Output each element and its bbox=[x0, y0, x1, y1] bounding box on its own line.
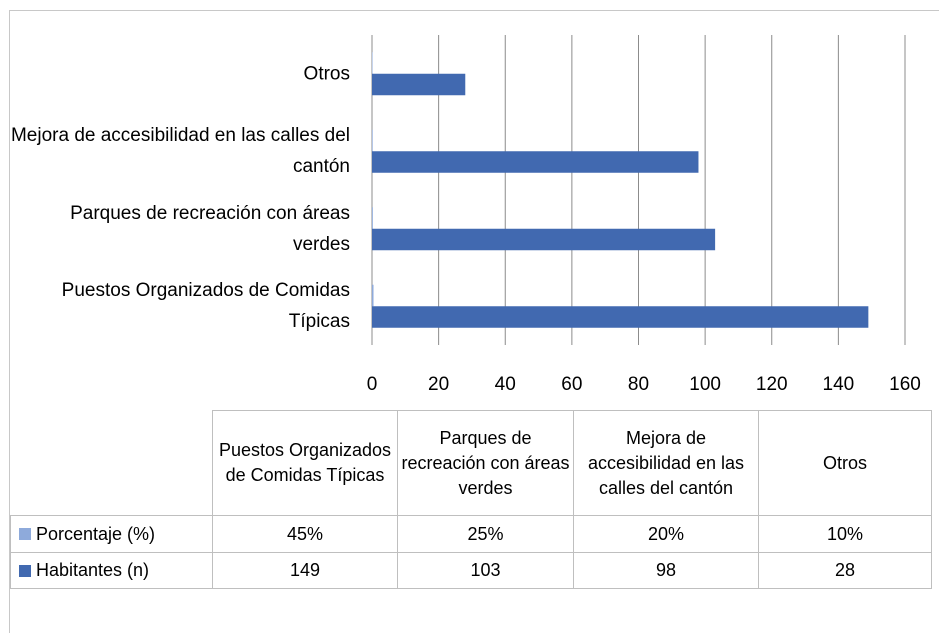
bar bbox=[372, 129, 373, 152]
x-tick-label: 60 bbox=[561, 374, 582, 395]
table-header: Parques de recreación con áreas verdes bbox=[397, 410, 574, 516]
chart-frame bbox=[9, 10, 939, 633]
table-cell: 20% bbox=[573, 515, 759, 553]
legend-label: Porcentaje (%) bbox=[36, 523, 156, 544]
legend-key bbox=[19, 528, 31, 540]
y-tick-label: Parques de recreación con áreas verdes bbox=[70, 202, 350, 255]
bar bbox=[372, 284, 374, 307]
table-cell: 98 bbox=[573, 552, 759, 589]
y-tick-label: Mejora de accesibilidad en las calles de… bbox=[10, 125, 350, 178]
table-cell: 149 bbox=[212, 552, 398, 589]
x-tick-label: 80 bbox=[628, 374, 649, 395]
legend-item: Porcentaje (%) bbox=[10, 515, 213, 553]
x-tick-label: 160 bbox=[889, 374, 921, 395]
bar bbox=[372, 306, 869, 328]
x-tick-label: 20 bbox=[428, 374, 449, 395]
legend-label: Habitantes (n) bbox=[36, 560, 150, 580]
bar bbox=[372, 73, 466, 96]
table-header: Puestos Organizados de Comidas Típicas bbox=[212, 410, 398, 516]
x-tick-label: 120 bbox=[756, 374, 788, 395]
bar bbox=[372, 228, 716, 251]
legend-item: Habitantes (n) bbox=[10, 552, 213, 589]
y-tick-label: Otros bbox=[303, 63, 350, 85]
table-cell: 25% bbox=[397, 515, 574, 553]
table-cell: 45% bbox=[212, 515, 398, 553]
x-tick-label: 140 bbox=[823, 374, 855, 395]
x-tick-label: 40 bbox=[495, 374, 516, 395]
y-tick-label: Puestos Organizados de Comidas Típicas bbox=[61, 280, 350, 333]
bar bbox=[372, 52, 373, 74]
bar bbox=[372, 207, 373, 229]
table-cell: 10% bbox=[758, 515, 932, 553]
table-header: Mejora de accesibilidad en las calles de… bbox=[573, 410, 759, 516]
table-header: Otros bbox=[758, 410, 932, 516]
x-tick-label: 0 bbox=[367, 374, 378, 395]
x-tick-label: 100 bbox=[689, 374, 721, 395]
table-cell: 103 bbox=[397, 552, 574, 589]
table-cell: 28 bbox=[758, 552, 932, 589]
legend-key bbox=[19, 564, 31, 577]
bar bbox=[372, 151, 699, 173]
